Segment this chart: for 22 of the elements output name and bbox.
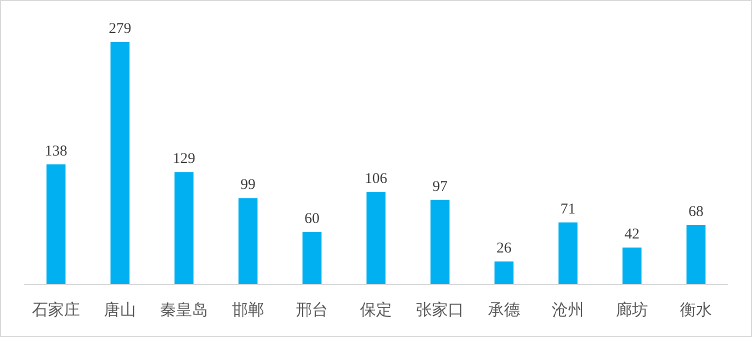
- data-label: 99: [240, 177, 256, 194]
- x-tick-label: 邢台: [296, 300, 328, 319]
- data-label: 279: [108, 21, 132, 37]
- data-label: 42: [624, 226, 640, 243]
- x-tick-label: 张家口: [416, 300, 464, 319]
- x-tick-label: 秦皇岛: [160, 300, 208, 319]
- x-tick-label: 保定: [360, 300, 392, 319]
- data-label: 68: [688, 204, 704, 220]
- x-tick-label: 唐山: [104, 300, 136, 319]
- data-label: 106: [364, 171, 388, 188]
- data-label: 138: [44, 143, 68, 160]
- data-label: 71: [560, 201, 576, 218]
- data-label: 26: [496, 240, 512, 256]
- data-label: 97: [432, 178, 448, 195]
- x-tick-label: 廊坊: [616, 300, 648, 319]
- x-tick-label: 石家庄: [32, 300, 80, 319]
- data-label: 129: [172, 151, 196, 168]
- data-label: 60: [304, 210, 320, 227]
- x-tick-label: 邯郸: [232, 300, 264, 319]
- x-tick-label: 沧州: [552, 300, 584, 319]
- x-tick-label: 承德: [488, 300, 520, 319]
- x-tick-label: 衡水: [680, 300, 712, 319]
